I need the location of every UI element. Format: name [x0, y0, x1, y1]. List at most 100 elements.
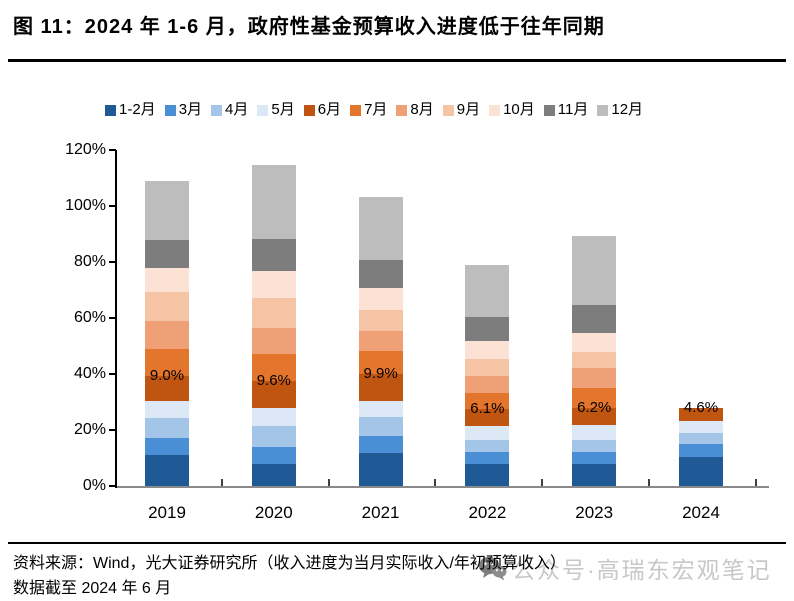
bar-segment-2023-1-2月	[572, 464, 617, 486]
bar-segment-2019-12月	[145, 180, 189, 240]
bar-segment-2020-10月	[251, 271, 296, 298]
x-axis-tick	[220, 479, 223, 486]
x-axis-tick	[434, 479, 437, 486]
y-axis-tick-label: 40%	[73, 365, 106, 382]
legend-item-4月: 4月	[211, 102, 248, 118]
data-label-2024: 4.6%	[683, 398, 719, 416]
bar-segment-2021-9月	[358, 309, 403, 332]
bar-segment-2021-8月	[358, 331, 403, 351]
x-axis-tick	[541, 479, 544, 486]
legend-swatch	[303, 104, 315, 116]
bar-segment-2019-10月	[145, 268, 189, 292]
y-axis-tick-label: 120%	[65, 141, 106, 158]
x-axis-label: 2023	[575, 503, 614, 522]
y-axis-tick	[109, 317, 116, 319]
bar-segment-2020-4月	[251, 426, 296, 448]
bar-segment-2019-3月	[145, 438, 189, 456]
legend-item-10月: 10月	[489, 102, 535, 118]
bar-segment-2022-11月	[465, 317, 510, 341]
x-axis-label: 2022	[468, 503, 507, 522]
y-axis-tick	[109, 429, 116, 431]
legend-item-3月: 3月	[164, 101, 203, 118]
legend-label: 8月	[410, 101, 434, 118]
legend-label: 7月	[364, 101, 388, 118]
bar-segment-2022-6月	[465, 409, 510, 427]
legend-swatch	[396, 104, 408, 116]
legend-label: 9月	[456, 101, 481, 118]
bar-segment-2019-8月	[145, 320, 189, 350]
bar-segment-2020-11月	[251, 238, 296, 271]
x-axis-label: 2024	[682, 503, 720, 522]
title-divider	[8, 59, 786, 62]
bar-2021	[358, 196, 403, 486]
legend-item-5月: 5月	[257, 101, 295, 118]
footer-source: 资料来源：Wind，光大证券研究所（收入进度为当月实际收入/年初预算收入）	[13, 555, 566, 572]
bar-segment-2023-10月	[572, 333, 617, 353]
x-axis-label: 2020	[254, 503, 293, 522]
legend-item-7月: 7月	[350, 102, 387, 118]
bar-segment-2019-4月	[145, 418, 189, 439]
data-label-2020: 9.6%	[256, 372, 291, 389]
bar-segment-2019-1-2月	[145, 455, 189, 486]
bar-segment-2024-1-2月	[679, 456, 723, 486]
x-axis-tick	[327, 479, 330, 486]
legend-label: 12月	[611, 101, 644, 118]
legend-label: 3月	[178, 101, 203, 118]
y-axis-tick-label: 60%	[73, 309, 106, 326]
bar-segment-2024-5月	[679, 420, 723, 433]
bar-segment-2021-11月	[358, 259, 403, 289]
legend-swatch	[597, 104, 609, 116]
bar-2024	[679, 407, 723, 486]
bar-segment-2021-3月	[358, 435, 403, 453]
y-axis-tick-label: 0%	[82, 477, 106, 494]
bar-segment-2023-11月	[572, 304, 617, 334]
legend-label: 4月	[225, 101, 249, 118]
y-axis-tick-label: 20%	[73, 421, 106, 438]
legend-swatch	[211, 104, 223, 116]
legend-item-6月: 6月	[303, 101, 342, 118]
legend: 1-2月 3月 4月 5月 6月 7月 8月 9月 10月 11月 12月	[105, 102, 643, 118]
bar-segment-2019-9月	[145, 292, 189, 321]
page-title: 图 11：2024 年 1-6 月，政府性基金预算收入进度低于往年同期	[13, 16, 605, 38]
bar-segment-2020-12月	[251, 164, 296, 239]
y-axis-tick	[109, 261, 116, 263]
bar-segment-2021-1-2月	[358, 452, 403, 486]
bar-segment-2020-6月	[251, 381, 296, 408]
bar-segment-2022-3月	[465, 451, 510, 465]
bar-segment-2023-8月	[572, 368, 617, 389]
bar-segment-2021-12月	[358, 196, 403, 260]
y-axis-tick	[109, 149, 116, 151]
legend-swatch	[164, 104, 176, 116]
legend-item-11月: 11月	[543, 102, 588, 118]
bar-segment-2022-7月	[465, 392, 510, 410]
footer-divider	[8, 542, 786, 544]
legend-swatch	[105, 104, 116, 116]
bar-segment-2020-3月	[251, 447, 296, 464]
bar-segment-2022-10月	[465, 340, 510, 359]
y-axis-line	[115, 150, 117, 488]
bar-segment-2020-1-2月	[251, 463, 296, 486]
y-axis-tick	[109, 373, 116, 375]
y-axis-tick-label: 80%	[73, 253, 106, 270]
bar-segment-2023-9月	[572, 352, 617, 369]
bar-segment-2024-4月	[679, 432, 723, 444]
legend-label: 5月	[271, 101, 295, 118]
legend-swatch	[442, 104, 454, 116]
x-axis-label: 2019	[148, 503, 186, 522]
data-label-2022: 6.1%	[470, 400, 505, 417]
legend-label: 6月	[317, 101, 342, 118]
bar-segment-2024-6月	[679, 407, 723, 421]
data-label-2021: 9.9%	[363, 364, 398, 382]
bar-segment-2020-7月	[251, 354, 296, 382]
data-label-2023: 6.2%	[577, 398, 612, 416]
y-axis-tick-label: 100%	[65, 197, 106, 214]
data-label-2019: 9.0%	[149, 367, 185, 385]
legend-label: 10月	[503, 101, 535, 118]
legend-label: 1-2月	[119, 101, 156, 118]
x-axis-tick	[648, 479, 650, 486]
bar-segment-2019-5月	[145, 401, 189, 419]
legend-item-9月: 9月	[442, 101, 481, 118]
bar-segment-2021-5月	[358, 401, 403, 418]
